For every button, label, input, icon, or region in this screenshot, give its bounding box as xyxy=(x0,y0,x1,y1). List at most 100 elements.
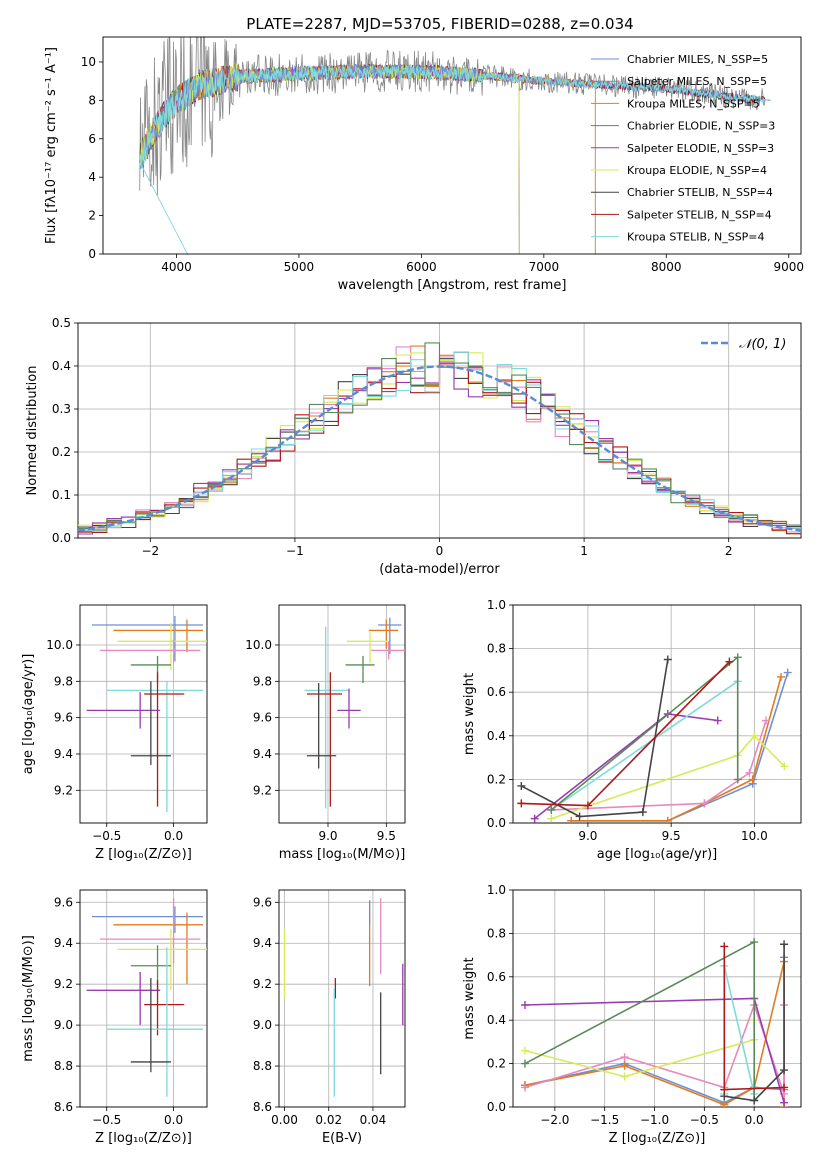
weight-marker xyxy=(762,716,771,725)
weight-marker xyxy=(620,1072,629,1081)
plot-area xyxy=(86,615,207,813)
weight-marker xyxy=(780,1098,789,1107)
x-tick-label: −2 xyxy=(141,544,159,558)
legend-label: Kroupa MILES, N_SSP=5 xyxy=(627,97,760,110)
x-tick-label: 2 xyxy=(725,544,733,558)
x-tick-label: −0.5 xyxy=(690,1113,719,1127)
axes-frame xyxy=(278,889,406,1108)
x-tick-label: 10.0 xyxy=(741,829,768,843)
weight-line xyxy=(551,720,767,811)
weight-marker xyxy=(733,653,742,662)
y-tick-label: 4 xyxy=(88,170,96,184)
weight-marker xyxy=(780,1083,789,1092)
y-axis-label: age [log₁₀(age/yr)] xyxy=(21,654,36,775)
y-tick-label: 9.6 xyxy=(253,895,272,909)
y-axis-label: Normed distribution xyxy=(25,366,40,496)
x-axis-label: age [log₁₀(age/yr)] xyxy=(597,847,718,862)
y-tick-label: 0.1 xyxy=(52,488,71,502)
weight-marker xyxy=(547,814,556,823)
y-tick-label: 0.4 xyxy=(487,729,506,743)
x-tick-label: −1 xyxy=(286,544,304,558)
weight-line xyxy=(571,672,789,822)
x-tick-label: 0.0 xyxy=(164,829,183,843)
plot-area xyxy=(304,617,405,809)
weight-vs-age-panel: 9.0 9.5 10.0 0.0 0.2 0.4 0.6 0.8 1.0 age [log₁₀(a… xyxy=(462,598,802,862)
x-axis-label: Z [log₁₀(Z/Z⊙)] xyxy=(95,847,192,862)
plot-area xyxy=(139,37,771,254)
x-axis-label: E(B-V) xyxy=(322,1131,362,1146)
y-tick-label: 8.8 xyxy=(54,1059,73,1073)
weight-marker xyxy=(520,1001,529,1010)
x-tick-label: 6000 xyxy=(406,260,437,274)
y-tick-label: 0.0 xyxy=(487,1100,506,1114)
mass-vs-Z-panel: −0.5 0.0 8.6 8.8 9.0 9.2 9.4 9.6 Z [log₁₀(Z/Z⊙)]… xyxy=(21,889,208,1146)
y-axis-label: mass weight xyxy=(462,673,477,755)
x-tick-label: 0 xyxy=(436,544,444,558)
weight-marker xyxy=(638,808,647,817)
spectrum-panel: 4000 5000 6000 7000 8000 9000 0 2 4 6 8 10 wavelengt… xyxy=(44,36,804,293)
weight-marker xyxy=(720,1085,729,1094)
weight-line xyxy=(551,734,785,820)
weight-marker xyxy=(520,1083,529,1092)
weight-line xyxy=(520,659,669,818)
x-tick-label: 9.5 xyxy=(377,829,396,843)
weight-marker xyxy=(783,668,792,677)
age-vs-Z-panel: −0.5 0.0 9.2 9.4 9.6 9.8 10.0 Z [log₁₀(Z/Z⊙)] ag… xyxy=(21,604,208,862)
plot-area xyxy=(78,342,801,535)
x-tick-label: 9.0 xyxy=(318,829,337,843)
y-tick-label: 1.0 xyxy=(487,883,506,897)
axes-frame xyxy=(77,322,802,539)
y-tick-label: 9.0 xyxy=(253,1018,272,1032)
y-tick-label: 0.2 xyxy=(487,1057,506,1071)
plot-area xyxy=(86,898,207,1097)
x-tick-label: 1 xyxy=(580,544,588,558)
axes-frame xyxy=(512,889,802,1108)
gaussian-curve xyxy=(78,365,801,532)
y-tick-label: 8.6 xyxy=(54,1100,73,1114)
x-axis-label: Z [log₁₀(Z/Z⊙)] xyxy=(609,1131,706,1146)
histogram-outline xyxy=(78,342,801,531)
x-tick-label: 4000 xyxy=(161,260,192,274)
weight-marker xyxy=(620,1053,629,1062)
axes-frame xyxy=(102,36,802,255)
y-tick-label: 9.2 xyxy=(54,977,73,991)
x-tick-label: 9000 xyxy=(773,260,804,274)
y-axis-label: mass weight xyxy=(462,957,477,1039)
legend-label: Salpeter STELIB, N_SSP=4 xyxy=(627,208,772,221)
weight-marker xyxy=(713,716,722,725)
y-tick-label: 6 xyxy=(88,132,96,146)
weight-marker xyxy=(750,1096,759,1105)
x-tick-label: 9.0 xyxy=(578,829,597,843)
legend-label: Kroupa STELIB, N_SSP=4 xyxy=(627,231,765,244)
weight-marker xyxy=(575,812,584,821)
age-vs-mass-panel: 9.0 9.5 9.2 9.4 9.6 9.8 10.0 mass [log₁₀(M/M⊙)] xyxy=(245,604,406,862)
x-tick-label: 8000 xyxy=(651,260,682,274)
x-tick-label: 9.5 xyxy=(662,829,681,843)
legend-label: Chabrier STELIB, N_SSP=4 xyxy=(627,186,773,199)
y-tick-label: 9.8 xyxy=(253,674,272,688)
weight-marker xyxy=(720,942,729,951)
weight-vs-Z-panel: −2.0 −1.5 −1.0 −0.5 0.0 0.0 0.2 0.4 0.6 0.8 1.0 Z [… xyxy=(462,883,802,1146)
y-tick-label: 0.8 xyxy=(487,642,506,656)
weight-marker xyxy=(663,816,672,823)
weight-marker xyxy=(733,775,742,784)
legend-label: 𝒩(0, 1) xyxy=(739,337,786,352)
y-tick-label: 1.0 xyxy=(487,598,506,612)
y-tick-label: 0.3 xyxy=(52,402,71,416)
y-tick-label: 0.0 xyxy=(52,531,71,545)
weight-line xyxy=(550,680,739,811)
y-tick-label: 0.2 xyxy=(52,445,71,459)
histogram-outline xyxy=(78,351,801,532)
y-tick-label: 2 xyxy=(88,209,96,223)
weight-marker xyxy=(530,814,539,823)
y-tick-label: 0.2 xyxy=(487,772,506,786)
axes-frame xyxy=(79,604,208,824)
y-tick-label: 8.6 xyxy=(253,1100,272,1114)
y-tick-label: 0.4 xyxy=(487,1013,506,1027)
weight-marker xyxy=(700,799,709,808)
y-tick-label: 0.8 xyxy=(487,926,506,940)
weight-line xyxy=(521,661,730,807)
y-tick-label: 9.4 xyxy=(54,936,73,950)
y-tick-label: 8 xyxy=(88,93,96,107)
x-axis-label: Z [log₁₀(Z/Z⊙)] xyxy=(95,1131,192,1146)
